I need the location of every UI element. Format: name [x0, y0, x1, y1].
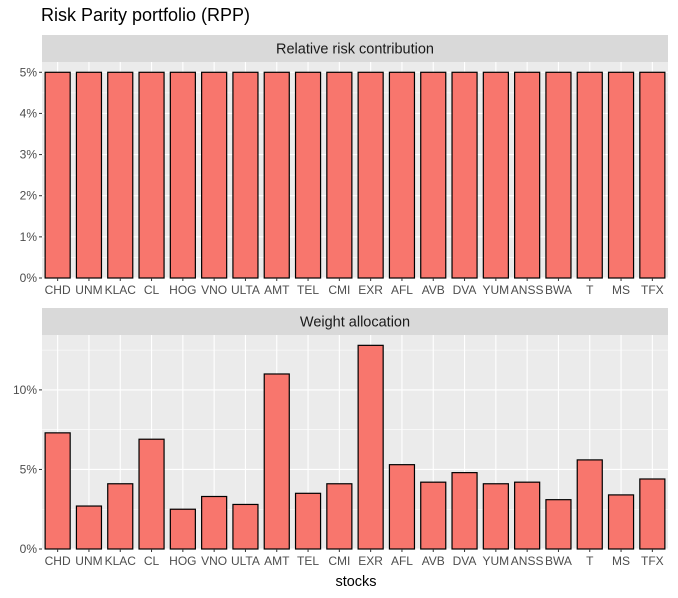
bar-cmi: [326, 71, 353, 279]
bar-bwa: [545, 499, 572, 550]
bar-amt: [263, 71, 290, 279]
y-tick-label: 1%: [20, 230, 38, 244]
y-tick-label: 0%: [20, 542, 38, 556]
bar-anss: [514, 71, 541, 279]
x-tick-label: ULTA: [231, 283, 260, 297]
bar-exr: [357, 71, 384, 279]
y-tick-label: 3%: [20, 148, 38, 162]
y-tick-label: 2%: [20, 189, 38, 203]
x-tick-label: YUM: [483, 283, 510, 297]
bar-klac: [107, 71, 134, 279]
bar-vno: [201, 71, 228, 279]
x-tick-label: CL: [144, 554, 160, 568]
bar-afl: [388, 464, 416, 550]
bar-amt: [263, 373, 290, 550]
y-tick-label: 0%: [20, 271, 38, 285]
bar-exr: [357, 344, 384, 550]
bar-vno: [201, 495, 228, 550]
x-tick-label: KLAC: [105, 554, 137, 568]
x-tick-label: T: [586, 554, 594, 568]
bar-ms: [607, 71, 635, 279]
x-tick-label: CMI: [328, 283, 350, 297]
panel-background: [42, 335, 668, 549]
x-tick-label: KLAC: [105, 283, 137, 297]
x-tick-label: TFX: [641, 554, 664, 568]
x-tick-label: BWA: [545, 283, 572, 297]
bar-ulta: [232, 71, 259, 279]
x-tick-label: AMT: [264, 283, 290, 297]
x-tick-label: EXR: [358, 283, 383, 297]
x-tick-label: MS: [612, 554, 630, 568]
x-tick-label: DVA: [453, 554, 477, 568]
bar-chd: [44, 71, 71, 279]
y-tick-label: 10%: [13, 383, 37, 397]
x-tick-label: BWA: [545, 554, 572, 568]
bar-unm: [75, 71, 103, 279]
x-tick-label: UNM: [75, 283, 102, 297]
bar-tel: [294, 71, 322, 279]
x-tick-label: DVA: [453, 283, 477, 297]
bar-dva: [451, 71, 478, 279]
bar-ulta: [232, 503, 259, 550]
x-tick-label: EXR: [358, 554, 383, 568]
bar-tfx: [639, 478, 666, 550]
bar-tfx: [639, 71, 666, 279]
bar-cmi: [326, 483, 353, 550]
y-tick-label: 5%: [20, 462, 38, 476]
panel-strip-label: Weight allocation: [300, 315, 410, 331]
x-tick-label: AFL: [391, 283, 413, 297]
x-tick-label: CHD: [45, 554, 71, 568]
bar-t: [576, 71, 603, 279]
x-tick-label: CHD: [45, 283, 71, 297]
x-tick-label: AVB: [422, 283, 445, 297]
x-tick-label: UNM: [75, 554, 102, 568]
bar-bwa: [545, 71, 572, 279]
y-tick-label: 5%: [20, 65, 38, 79]
x-tick-label: VNO: [201, 554, 227, 568]
x-tick-label: TEL: [297, 554, 319, 568]
bar-unm: [75, 505, 103, 550]
x-tick-label: T: [586, 283, 594, 297]
bar-klac: [107, 483, 134, 550]
panel-strip: [42, 308, 668, 335]
x-tick-label: HOG: [169, 283, 196, 297]
panel-background: [42, 62, 668, 278]
x-tick-label: MS: [612, 283, 630, 297]
x-axis-label: stocks: [335, 574, 376, 590]
panel-strip-label: Relative risk contribution: [276, 42, 434, 58]
bar-hog: [169, 508, 196, 550]
x-tick-label: ANSS: [511, 554, 544, 568]
x-tick-label: TFX: [641, 283, 664, 297]
x-tick-label: HOG: [169, 554, 196, 568]
bar-avb: [420, 481, 447, 550]
y-tick-label: 4%: [20, 106, 38, 120]
x-tick-label: AMT: [264, 554, 290, 568]
x-tick-label: VNO: [201, 283, 227, 297]
panel-strip: [42, 35, 668, 62]
bar-chd: [44, 432, 71, 550]
bar-afl: [388, 71, 416, 279]
x-tick-label: CMI: [328, 554, 350, 568]
x-tick-label: TEL: [297, 283, 319, 297]
x-tick-label: ANSS: [511, 283, 544, 297]
bar-cl: [138, 71, 165, 279]
bar-t: [576, 459, 603, 550]
x-tick-label: ULTA: [231, 554, 260, 568]
bar-dva: [451, 472, 478, 550]
bar-ms: [607, 494, 635, 550]
plot-title: Risk Parity portfolio (RPP): [41, 5, 250, 25]
bar-yum: [482, 71, 509, 279]
bar-cl: [138, 438, 165, 550]
bar-tel: [294, 492, 322, 550]
bar-avb: [420, 71, 447, 279]
bar-yum: [482, 483, 509, 550]
x-tick-label: YUM: [483, 554, 510, 568]
bar-anss: [514, 481, 541, 550]
x-tick-label: AFL: [391, 554, 413, 568]
bar-hog: [169, 71, 196, 279]
x-tick-label: AVB: [422, 554, 445, 568]
x-tick-label: CL: [144, 283, 160, 297]
